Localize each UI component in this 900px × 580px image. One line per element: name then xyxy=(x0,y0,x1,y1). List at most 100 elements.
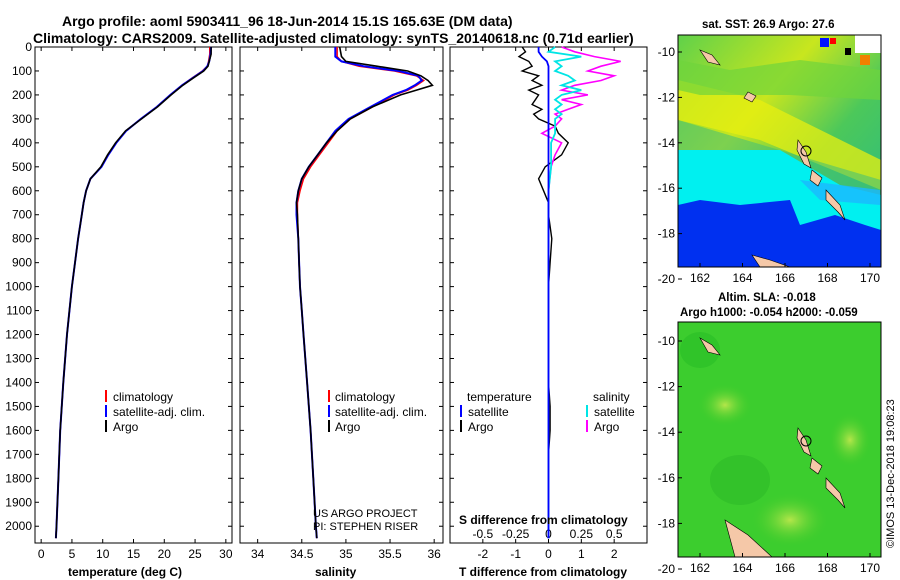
lat-tick-label: -20 xyxy=(658,562,676,576)
x-tick-label: -2 xyxy=(477,547,488,561)
legend-label-t-satellite: satellite xyxy=(468,405,509,419)
argo-location-marker-sla xyxy=(800,435,812,447)
imos-credit: ©IMOS 13-Dec-2018 19:08:23 xyxy=(885,399,897,548)
depth-tick-label: 200 xyxy=(12,88,32,102)
argo-line xyxy=(295,46,434,539)
legend-label-satellite: satellite-adj. clim. xyxy=(113,405,205,419)
title-line-1: Argo profile: aoml 5903411_96 18-Jun-201… xyxy=(62,13,513,29)
x-tick-label: 0 xyxy=(38,547,45,561)
lon-tick-label: 168 xyxy=(817,271,837,285)
salinity-panel: 34 34.5 35 35.5 36 salinity climatology sate… xyxy=(239,46,444,579)
x-tick-label: 10 xyxy=(96,547,110,561)
lon-tick-label: 170 xyxy=(860,561,880,575)
pi-credit: PI: STEPHEN RISER xyxy=(313,521,418,533)
t-difference-x-label: T difference from climatology xyxy=(459,565,627,579)
depth-tick-label: 0 xyxy=(25,40,32,54)
temperature-legend: climatology satellite-adj. clim. Argo xyxy=(105,390,205,434)
x-tick-label: 35.5 xyxy=(378,547,402,561)
x-tick-label: -1 xyxy=(510,547,521,561)
depth-tick-label: 1900 xyxy=(5,495,32,509)
lon-tick-label: 162 xyxy=(690,271,710,285)
lon-tick-label: 166 xyxy=(775,561,795,575)
depth-tick-label: 400 xyxy=(12,136,32,150)
lon-tick-label: 166 xyxy=(775,271,795,285)
depth-tick-label: 1400 xyxy=(5,375,32,389)
s-difference-axis: -0.5 -0.25 0 0.25 0.5 xyxy=(472,527,622,541)
sla-map: Altim. SLA: -0.018 Argo h1000: -0.054 h2… xyxy=(658,292,882,576)
legend-title-temperature: temperature xyxy=(467,390,532,404)
argo-line xyxy=(55,47,212,539)
legend-label-climatology: climatology xyxy=(335,390,395,404)
difference-panel: -2 -1 0 1 2 -0.5 -0.25 0 0.25 0.5 T difference f… xyxy=(449,46,648,579)
salinity-x-label: salinity xyxy=(315,565,357,579)
sst-map-image xyxy=(678,35,881,267)
sst-map-frame xyxy=(677,34,882,268)
satellite-adj-clim-line xyxy=(295,47,424,539)
lon-tick-label: 162 xyxy=(690,561,710,575)
t-diff-satellite-line xyxy=(537,47,550,539)
sla-map-image xyxy=(678,322,881,557)
lon-tick-label: 168 xyxy=(817,561,837,575)
lat-tick-label: -16 xyxy=(658,471,676,485)
s-diff-satellite-line xyxy=(546,46,582,539)
depth-tick-label: 1200 xyxy=(5,328,32,342)
sla-map-axes: -10 -12 -14 -16 -18 -20 162 164 166 168 170 xyxy=(658,334,881,576)
sla-map-subtitle: Argo h1000: -0.054 h2000: -0.059 xyxy=(680,307,858,319)
x-tick-label: 34 xyxy=(251,547,265,561)
sst-map-axes: -10 -12 -14 -16 -18 -20 162 164 166 168 170 xyxy=(658,45,881,286)
lat-tick-label: -10 xyxy=(658,334,676,348)
difference-depth-ticks xyxy=(450,46,647,527)
legend-label-satellite: satellite-adj. clim. xyxy=(335,405,427,419)
lat-tick-label: -18 xyxy=(658,516,676,530)
difference-legend: temperature satellite Argo salinity sate… xyxy=(460,390,635,434)
sla-map-frame xyxy=(677,321,882,558)
argo-location-marker-sst xyxy=(800,145,812,157)
depth-tick-label: 300 xyxy=(12,112,32,126)
salinity-x-axis: 34 34.5 35 35.5 36 xyxy=(251,47,441,561)
lon-tick-label: 170 xyxy=(860,271,880,285)
legend-title-salinity: salinity xyxy=(593,390,630,404)
lat-tick-label: -16 xyxy=(658,181,676,195)
climatology-line xyxy=(296,47,426,539)
t-diff-argo-line xyxy=(517,46,570,539)
depth-axis: 0 100 200 300 400 500 600 700 800 900 1000 1100 1200… xyxy=(5,40,232,533)
salinity-axes-frame xyxy=(239,46,444,544)
x-tick-label: 25 xyxy=(188,547,202,561)
x-tick-label: 0 xyxy=(545,547,552,561)
lat-tick-label: -14 xyxy=(658,425,676,439)
lon-tick-label: 164 xyxy=(732,561,752,575)
depth-tick-label: 600 xyxy=(12,184,32,198)
lat-tick-label: -12 xyxy=(658,90,676,104)
depth-tick-label: 1300 xyxy=(5,351,32,365)
legend-label-t-argo: Argo xyxy=(468,420,494,434)
project-credit: US ARGO PROJECT xyxy=(313,508,418,520)
s-diff-argo-line xyxy=(540,46,621,539)
x-tick-label: 30 xyxy=(219,547,233,561)
depth-tick-label: 100 xyxy=(12,64,32,78)
salinity-lines xyxy=(295,46,434,539)
temperature-panel: 0100200300400500600700800900100011001200… xyxy=(5,40,233,579)
lat-tick-label: -20 xyxy=(658,272,676,286)
depth-tick-label: 500 xyxy=(12,160,32,174)
legend-label-climatology: climatology xyxy=(113,390,173,404)
climatology-line xyxy=(55,47,211,539)
t-difference-x-axis: -2 -1 0 1 2 xyxy=(477,47,618,561)
sla-map-title: Altim. SLA: -0.018 xyxy=(718,292,816,304)
satellite-adj-clim-line xyxy=(54,46,213,539)
depth-tick-label: 1700 xyxy=(5,447,32,461)
temperature-lines xyxy=(54,46,213,539)
salinity-depth-ticks xyxy=(240,46,443,527)
depth-tick-label: 1000 xyxy=(5,280,32,294)
title-line-2: Climatology: CARS2009. Satellite-adjuste… xyxy=(33,30,634,46)
difference-lines xyxy=(517,46,621,539)
x-tick-label: 15 xyxy=(127,547,141,561)
s-diff-tick-label: -0.25 xyxy=(502,527,530,541)
legend-label-s-satellite: satellite xyxy=(594,405,635,419)
depth-tick-label: 1500 xyxy=(5,399,32,413)
legend-label-argo: Argo xyxy=(113,420,139,434)
x-tick-label: 1 xyxy=(578,547,585,561)
temperature-x-axis: 0 5 10 15 20 25 30 xyxy=(38,47,233,561)
lat-tick-label: -18 xyxy=(658,227,676,241)
x-tick-label: 20 xyxy=(158,547,172,561)
